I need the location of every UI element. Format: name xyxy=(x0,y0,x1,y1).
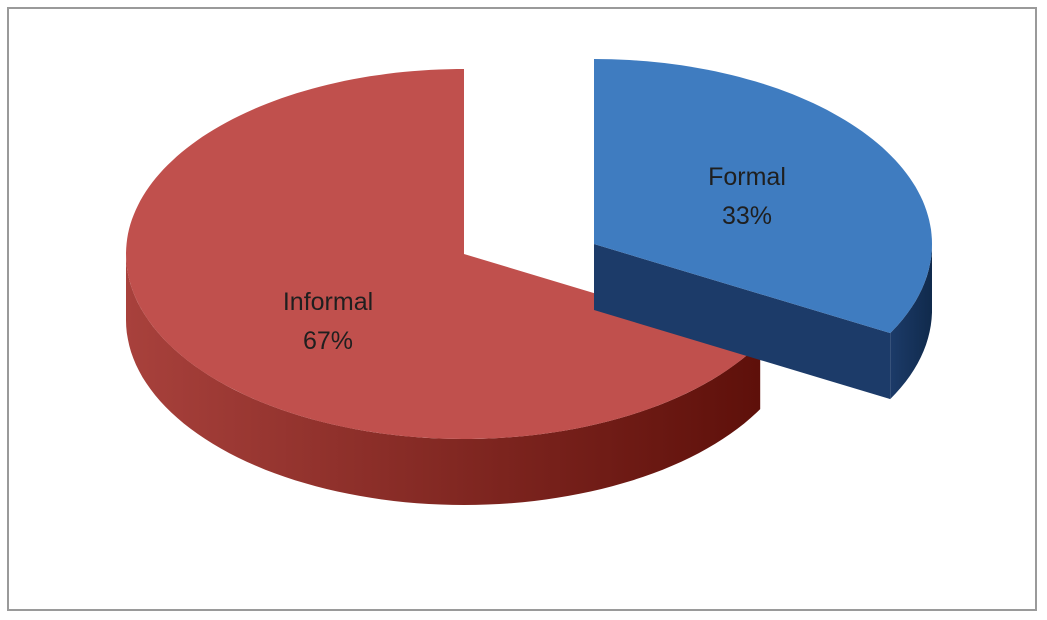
slice-informal-outer-wall xyxy=(126,254,761,505)
chart-frame: Informal 67% Formal 33% xyxy=(7,7,1037,611)
slice-label-formal-percent: 33% xyxy=(722,202,772,230)
slice-label-formal-name: Formal xyxy=(708,163,786,191)
slice-formal-top xyxy=(594,59,932,334)
pie-chart: Informal 67% Formal 33% xyxy=(126,59,932,505)
slice-formal-outer-wall xyxy=(890,244,932,400)
slice-label-informal-percent: 67% xyxy=(303,327,353,355)
slice-formal-end-wall xyxy=(594,244,891,400)
slices-layer xyxy=(126,59,932,505)
slice-informal-top xyxy=(126,69,761,439)
slice-label-informal-name: Informal xyxy=(283,288,373,316)
labels-layer: Informal 67% Formal 33% xyxy=(283,163,786,355)
